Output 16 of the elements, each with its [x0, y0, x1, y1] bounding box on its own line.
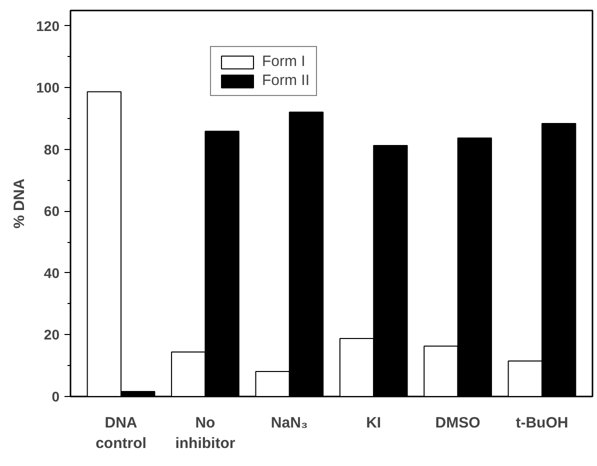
- y-axis-title: % DNA: [11, 178, 28, 228]
- y-tick-label: 40: [44, 264, 60, 281]
- x-tick-label: KI: [366, 414, 382, 432]
- x-tick-label: NaN₃: [270, 414, 308, 432]
- x-tick-label: No inhibitor: [175, 414, 236, 452]
- x-tick-label: DNA control: [96, 414, 146, 452]
- y-tick-label: 80: [44, 141, 60, 158]
- x-tick-label: DMSO: [435, 414, 481, 432]
- x-tick-label: t-BuOH: [516, 414, 568, 432]
- y-tick-label: 100: [36, 80, 60, 96]
- y-tick-label: 0: [52, 388, 60, 404]
- y-tick-label: 120: [36, 18, 60, 34]
- y-tick-label: 60: [44, 203, 60, 220]
- legend-label: Form I: [262, 53, 306, 70]
- legend-label: Form II: [262, 72, 310, 89]
- y-tick-label: 20: [44, 326, 60, 343]
